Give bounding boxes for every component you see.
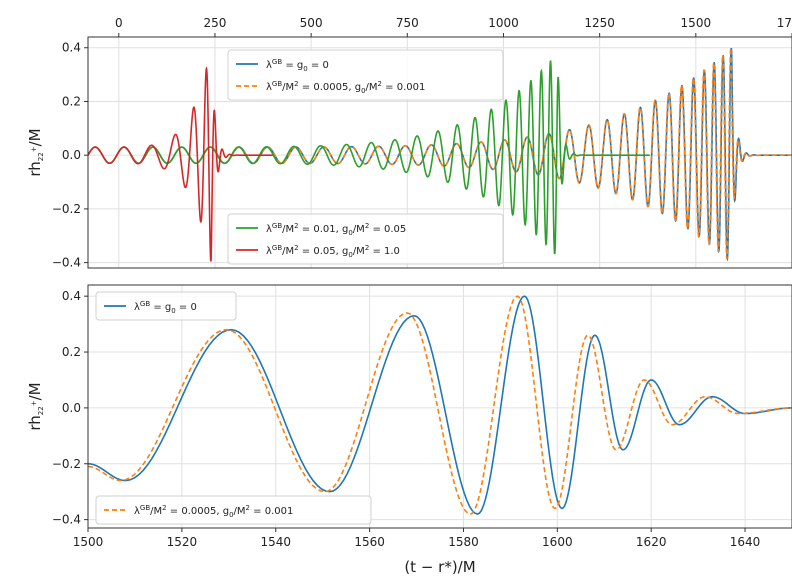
x-tick-label: 1750 [777, 16, 792, 30]
x-tick-label: 1600 [542, 535, 573, 549]
y-tick-label: −0.2 [52, 202, 81, 216]
x-tick-label: 1250 [584, 16, 615, 30]
y-axis-label: rh22+/M [26, 128, 45, 176]
y-tick-label: 0.2 [62, 345, 81, 359]
x-tick-label: 1520 [167, 535, 198, 549]
y-tick-label: 0.2 [62, 94, 81, 108]
plot-frame [87, 284, 792, 529]
legend-label: λGB/M2 = 0.0005, g0/M2 = 0.001 [266, 80, 425, 95]
y-tick-label: 0.4 [62, 41, 81, 55]
y-tick-label: −0.2 [52, 457, 81, 471]
y-tick-label: −0.4 [52, 256, 81, 270]
series-line [88, 66, 273, 262]
x-tick-label: 1580 [448, 535, 479, 549]
legend-label: λGB = g0 = 0 [134, 300, 197, 315]
y-tick-label: −0.4 [52, 513, 81, 527]
x-tick-label: 750 [396, 16, 419, 30]
legend-box [227, 213, 504, 265]
series-line [88, 60, 650, 255]
legend-box [227, 49, 504, 101]
y-tick-label: 0.4 [62, 289, 81, 303]
legend-box [95, 495, 372, 525]
x-tick-label: 250 [203, 16, 226, 30]
x-axis-label: (t − r*)/M [404, 558, 475, 576]
legend: λGB/M2 = 0.01, g0/M2 = 0.05 λGB/M2 = 0.05… [227, 213, 504, 265]
x-tick-label: 1000 [488, 16, 519, 30]
legend: λGB = g0 = 0 [95, 291, 237, 321]
series-line [88, 295, 792, 515]
y-tick-label: 0.0 [62, 148, 81, 162]
top-panel: 0 250 500 750 1000 1250 1500 1750 0.4 0.2 0.0 −0.2 −… [26, 16, 792, 270]
legend-label: λGB/M2 = 0.05, g0/M2 = 1.0 [266, 244, 400, 259]
legend-box [95, 291, 237, 321]
series-line [88, 47, 792, 260]
x-tick-label: 1500 [681, 16, 712, 30]
x-tick-label: 0 [115, 16, 123, 30]
legend-label: λGB/M2 = 0.0005, g0/M2 = 0.001 [134, 504, 293, 519]
x-tick-label: 1640 [730, 535, 761, 549]
x-tick-label: 1500 [73, 535, 104, 549]
plot-frame [87, 36, 792, 269]
x-tick-label: 500 [300, 16, 323, 30]
y-axis-label: rh22+/M [26, 382, 45, 430]
legend-label: λGB/M2 = 0.01, g0/M2 = 0.05 [266, 222, 406, 237]
legend-label: λGB = g0 = 0 [266, 58, 329, 73]
x-tick-label: 1540 [260, 535, 291, 549]
legend: λGB/M2 = 0.0005, g0/M2 = 0.001 [95, 495, 372, 525]
x-tick-label: 1560 [354, 535, 385, 549]
y-tick-label: 0.0 [62, 401, 81, 415]
x-tick-label: 1620 [636, 535, 667, 549]
series-line [88, 295, 792, 515]
bottom-panel: 1500 1520 1540 1560 1580 1600 1620 1640 0.4 0.2 0.… [26, 284, 792, 549]
legend: λGB = g0 = 0 λGB/M2 = 0.0005, g0/M2 = 0.0… [227, 49, 504, 101]
